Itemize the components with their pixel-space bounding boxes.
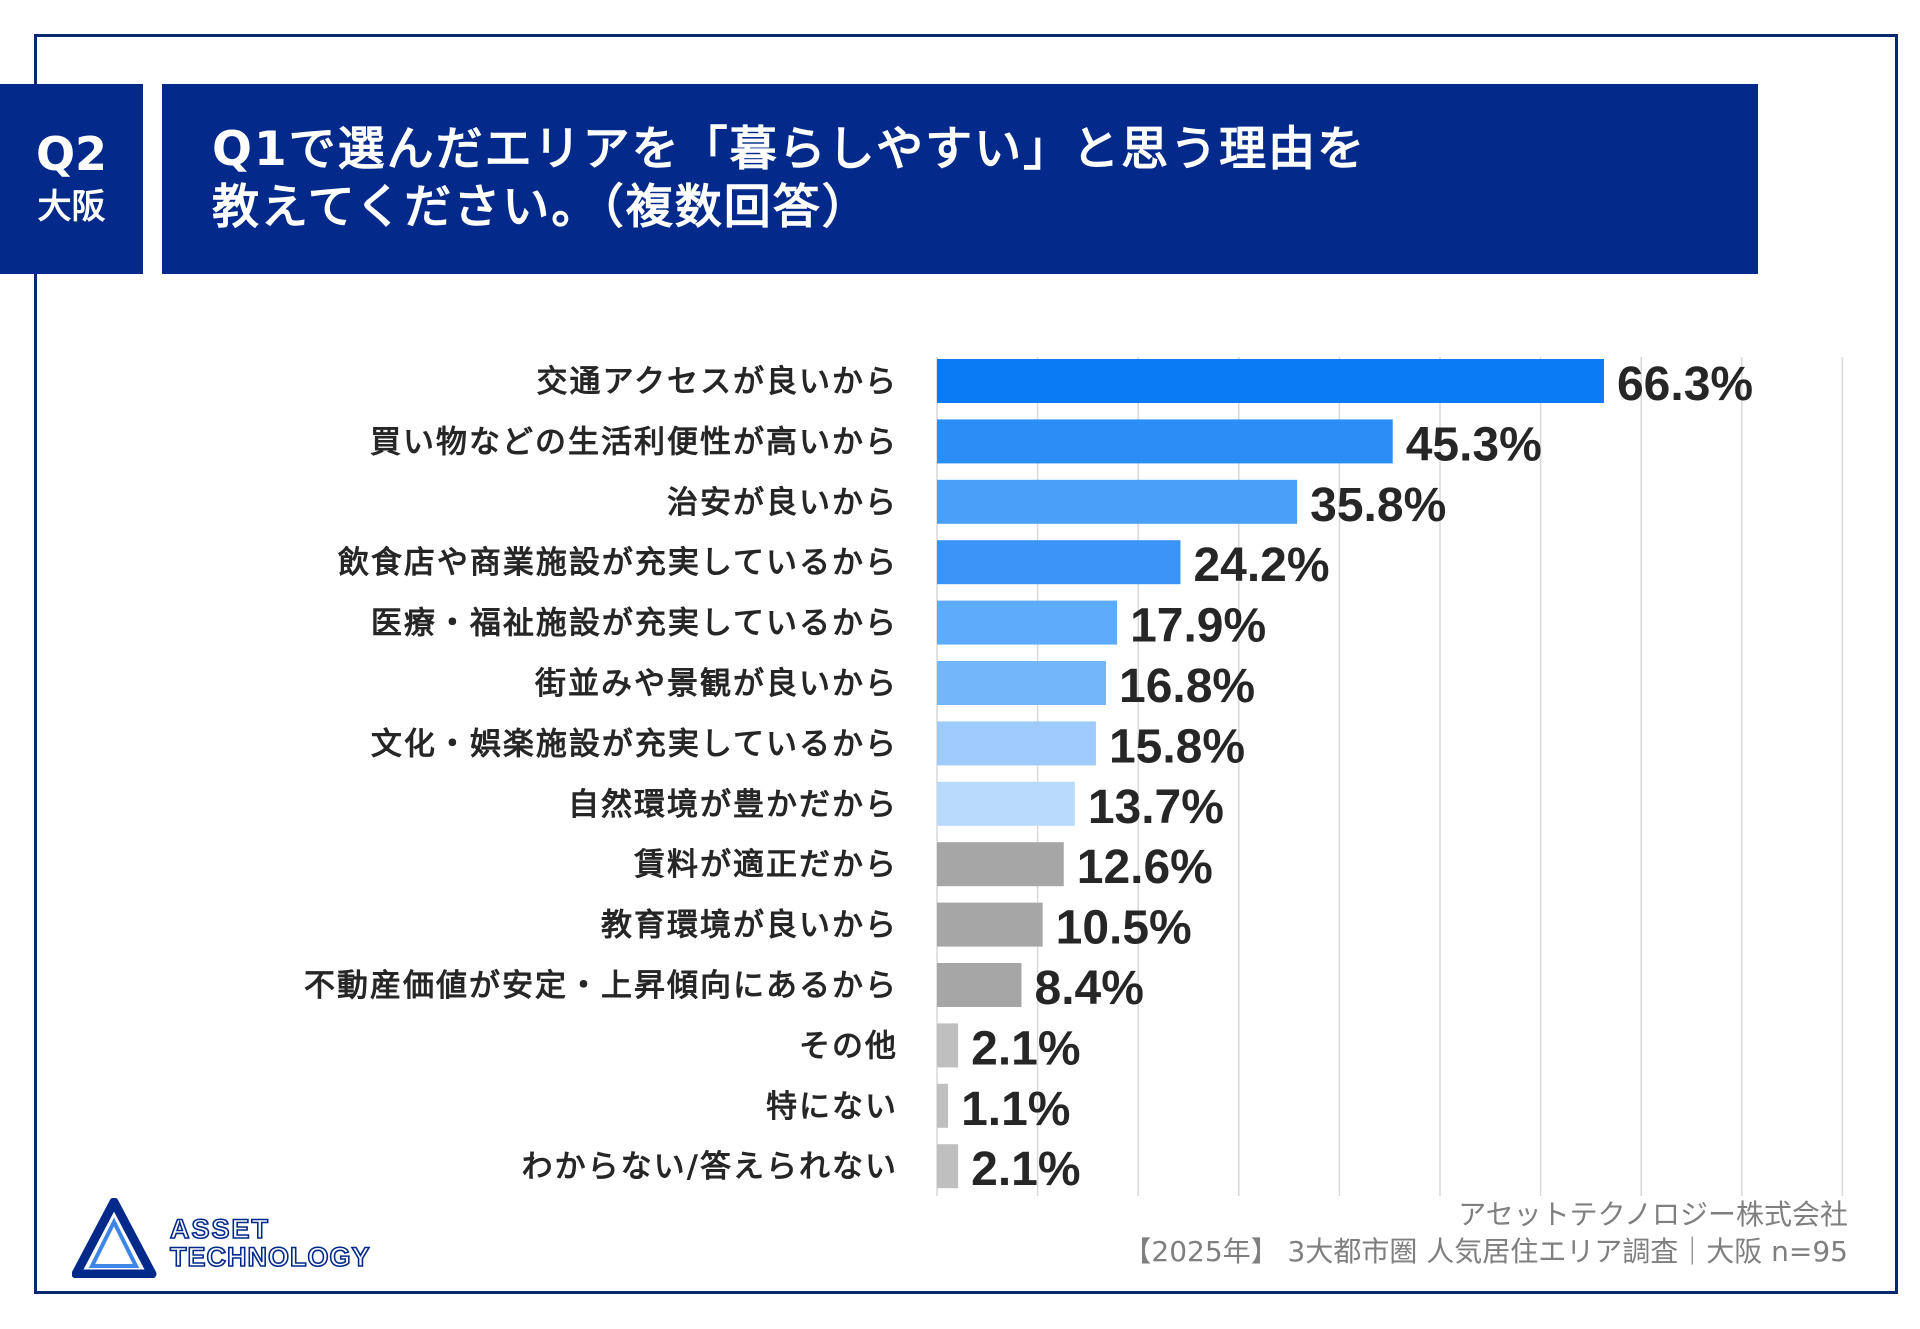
logo-text-technology: TECHNOLOGY: [170, 1242, 371, 1272]
value-label: 17.9%: [1130, 600, 1266, 653]
category-label: 文化・娯楽施設が充実しているから: [371, 726, 898, 762]
question-title: Q1で選んだエリアを「暮らしやすい」と思う理由を 教えてください。（複数回答）: [162, 84, 1758, 274]
category-label: 自然環境が豊かだから: [568, 787, 898, 823]
bar: [937, 359, 1604, 403]
category-label: 賃料が適正だから: [633, 847, 898, 883]
category-label: 治安が良いから: [667, 485, 898, 521]
category-label: 買い物などの生活利便性が高いから: [370, 424, 898, 460]
value-label: 12.6%: [1077, 841, 1213, 894]
value-label: 24.2%: [1193, 539, 1329, 592]
value-label: 45.3%: [1406, 418, 1542, 471]
title-line-2: 教えてください。（複数回答）: [212, 180, 871, 235]
value-label: 1.1%: [961, 1083, 1070, 1136]
question-number: Q2: [35, 127, 108, 182]
bar: [937, 540, 1181, 585]
category-label: 医療・福祉施設が充実しているから: [371, 606, 898, 642]
bar: [937, 842, 1064, 887]
slide-frame: [34, 34, 1898, 1294]
category-label: 街並みや景観が良いから: [534, 666, 898, 702]
bar: [937, 1144, 959, 1189]
question-badge: Q2 大阪: [0, 84, 143, 274]
value-label: 16.8%: [1119, 660, 1255, 713]
bar: [937, 661, 1107, 705]
bar: [937, 781, 1075, 826]
value-label: 35.8%: [1310, 479, 1446, 532]
footer-survey: 【2025年】 3大都市圏 人気居住エリア調査｜大阪 n=95: [1123, 1235, 1848, 1268]
logo-triangle-icon: [72, 1198, 157, 1278]
logo-text-asset: ASSET: [170, 1214, 270, 1244]
value-label: 13.7%: [1088, 781, 1224, 834]
bar: [937, 419, 1393, 464]
bar: [937, 1083, 949, 1128]
category-label: 教育環境が良いから: [601, 908, 898, 944]
title-line-1: Q1で選んだエリアを「暮らしやすい」と思う理由を: [212, 122, 1367, 178]
value-label: 66.3%: [1617, 358, 1753, 411]
question-area: 大阪: [37, 187, 106, 228]
category-label: 不動産価値が安定・上昇傾向にあるから: [304, 968, 898, 1004]
value-label: 2.1%: [971, 1143, 1080, 1196]
bar: [937, 902, 1043, 947]
footer-company: アセットテクノロジー株式会社: [1458, 1198, 1848, 1231]
bar: [937, 600, 1118, 645]
value-label: 2.1%: [971, 1022, 1080, 1075]
logo-inner-triangle-icon: [88, 1217, 140, 1268]
value-label: 8.4%: [1035, 962, 1144, 1015]
bar: [937, 479, 1298, 524]
category-label: その他: [799, 1028, 898, 1064]
category-label: 飲食店や商業施設が充実しているから: [338, 545, 898, 581]
bar: [937, 963, 1022, 1007]
category-label: わからない/答えられない: [522, 1149, 898, 1185]
bar: [937, 1023, 959, 1068]
value-label: 10.5%: [1056, 902, 1192, 955]
category-label: 特にない: [766, 1089, 898, 1125]
bar: [937, 721, 1096, 766]
category-label: 交通アクセスが良いから: [537, 364, 898, 400]
asset-technology-logo: ASSET TECHNOLOGY: [72, 1198, 371, 1278]
value-label: 15.8%: [1109, 720, 1245, 773]
